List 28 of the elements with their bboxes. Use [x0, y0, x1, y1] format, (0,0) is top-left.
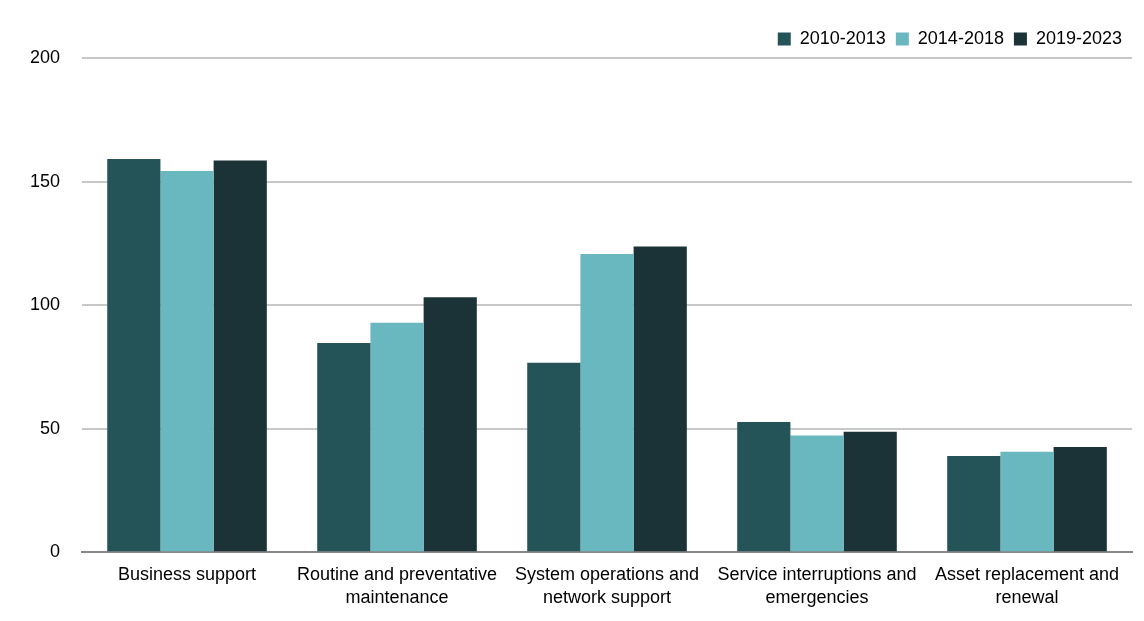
bar: [423, 297, 477, 552]
y-tick-label: 150: [29, 170, 61, 191]
bar: [1000, 451, 1054, 552]
bar: [843, 431, 897, 552]
bar: [527, 362, 581, 552]
y-tick-label: 0: [50, 541, 61, 562]
bar: [633, 246, 687, 552]
y-tick-label: 200: [29, 46, 61, 67]
legend-label: 2014-2018: [917, 27, 1004, 48]
bar: [160, 170, 214, 552]
bar: [107, 159, 161, 552]
x-tick-label: Asset replacement and renewal: [934, 563, 1120, 608]
bar: [790, 435, 844, 552]
y-tick-label: 100: [29, 294, 61, 315]
x-tick-label: Business support: [117, 563, 257, 584]
bar: [947, 456, 1001, 552]
bar: [317, 342, 371, 552]
y-tick-label: 50: [40, 417, 61, 438]
legend-label: 2010-2013: [799, 27, 886, 48]
bar: [1053, 446, 1107, 552]
x-tick-label: Service interruptions and emergencies: [717, 563, 917, 608]
bar: [213, 160, 267, 552]
legend-label: 2019-2023: [1035, 27, 1123, 48]
x-tick-label: System operations and network support: [514, 563, 700, 608]
bar: [737, 421, 791, 552]
bar: [370, 322, 424, 552]
x-tick-label: Routine and preventative maintenance: [296, 563, 498, 608]
bar: [580, 253, 634, 552]
